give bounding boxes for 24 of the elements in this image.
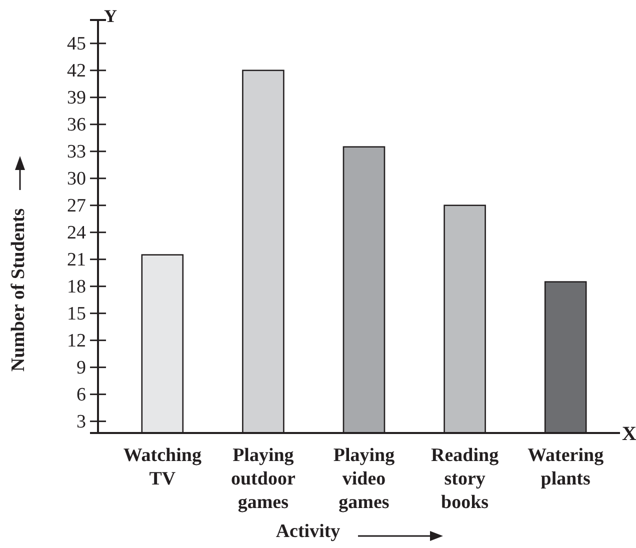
y-tick-label: 24 (67, 222, 86, 244)
y-tick-label: 39 (67, 87, 86, 108)
y-axis-title: Number of Students (8, 208, 29, 372)
y-tick-label: 21 (67, 249, 86, 270)
y-tick-label: 12 (67, 330, 86, 352)
x-tick-label: Watching TV (123, 445, 202, 490)
y-tick-label: 42 (67, 60, 86, 82)
y-tick-label: 15 (67, 303, 86, 324)
y-tick-label: 30 (67, 168, 86, 190)
y-tick-label: 6 (76, 384, 86, 406)
x-axis-title: Activity (276, 521, 341, 542)
x-tick-label: Watering plants (528, 445, 604, 490)
text: X (622, 423, 636, 445)
y-tick-label: 33 (67, 141, 86, 162)
x-tick-label: Reading story books (431, 445, 500, 513)
y-tick-label: 36 (67, 114, 86, 136)
y-tick-label: 27 (67, 195, 86, 216)
x-tick-label: Playing video games (333, 445, 396, 513)
y-tick-label: 3 (76, 411, 86, 432)
y-tick-label: 45 (67, 33, 86, 54)
y-tick-label: 18 (67, 276, 86, 298)
y-tick-label: 9 (76, 357, 86, 378)
x-tick-label: Playing outdoor games (230, 445, 296, 513)
annotation: Y (104, 6, 117, 26)
